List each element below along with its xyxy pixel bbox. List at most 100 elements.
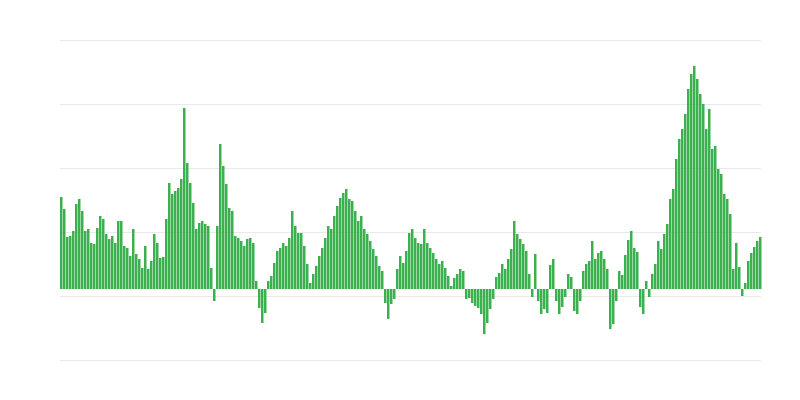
bar [585,264,588,289]
bar [528,274,531,289]
bar [78,199,81,289]
bar [219,144,222,289]
bar [579,289,582,301]
bar [459,269,462,289]
bar [612,289,615,324]
bar [261,289,264,323]
bar [387,289,390,319]
bar [444,268,447,289]
bar [606,269,609,289]
bar [711,149,714,289]
bar [234,236,237,289]
bar [753,247,756,289]
bar [474,289,477,306]
bar [81,211,84,289]
bar [468,289,471,298]
bar [423,229,426,289]
bar [291,211,294,289]
bar [75,204,78,289]
bar [618,271,621,289]
bar [282,243,285,289]
bar [69,236,72,289]
bar [390,289,393,304]
bar [447,276,450,289]
bar [369,241,372,289]
bar [165,219,168,289]
bar [687,89,690,289]
bar [492,289,495,299]
bar [381,271,384,289]
bar [396,269,399,289]
bar [222,166,225,289]
bar [276,251,279,289]
bar [315,266,318,289]
bar [363,229,366,289]
bar [540,289,543,314]
bar [372,249,375,289]
bar [378,266,381,289]
bar [147,269,150,289]
bar [294,226,297,289]
bar [426,243,429,289]
bar [162,257,165,289]
bar [417,243,420,289]
bar [483,289,486,334]
bar [243,246,246,289]
bar [495,277,498,289]
bar [267,281,270,289]
bar [201,221,204,289]
bar [408,233,411,289]
bar [669,199,672,289]
bar [129,256,132,289]
bar [714,146,717,289]
bar [393,289,396,299]
bar [720,174,723,289]
bar [441,261,444,289]
bar [66,237,69,289]
bar [132,229,135,289]
bar [678,139,681,289]
bar [621,275,624,289]
bar [651,274,654,289]
bar [717,169,720,289]
bar [738,267,741,289]
bar [141,268,144,289]
bar [171,194,174,289]
bar [120,221,123,289]
bar [144,246,147,289]
bar [597,253,600,289]
bar [591,241,594,289]
bar [555,289,558,301]
bar [735,243,738,289]
bar [195,229,198,289]
bar [486,289,489,323]
bar [303,246,306,289]
bar [582,271,585,289]
bar [345,189,348,289]
bar [306,264,309,289]
bar [552,259,555,289]
bar [462,271,465,289]
bar [567,274,570,289]
bar [726,199,729,289]
bar [168,183,171,289]
bar [558,289,561,314]
bar [348,199,351,289]
bar [576,289,579,314]
bar [594,259,597,289]
bar [342,193,345,289]
bar [231,211,234,289]
bar [420,244,423,289]
bar [684,114,687,289]
bar [657,241,660,289]
bar [627,240,630,289]
bar [696,79,699,289]
bar [108,239,111,289]
bar [429,248,432,289]
bar [216,226,219,289]
bar [204,224,207,289]
bar [660,249,663,289]
bar [438,264,441,289]
bar [498,273,501,289]
